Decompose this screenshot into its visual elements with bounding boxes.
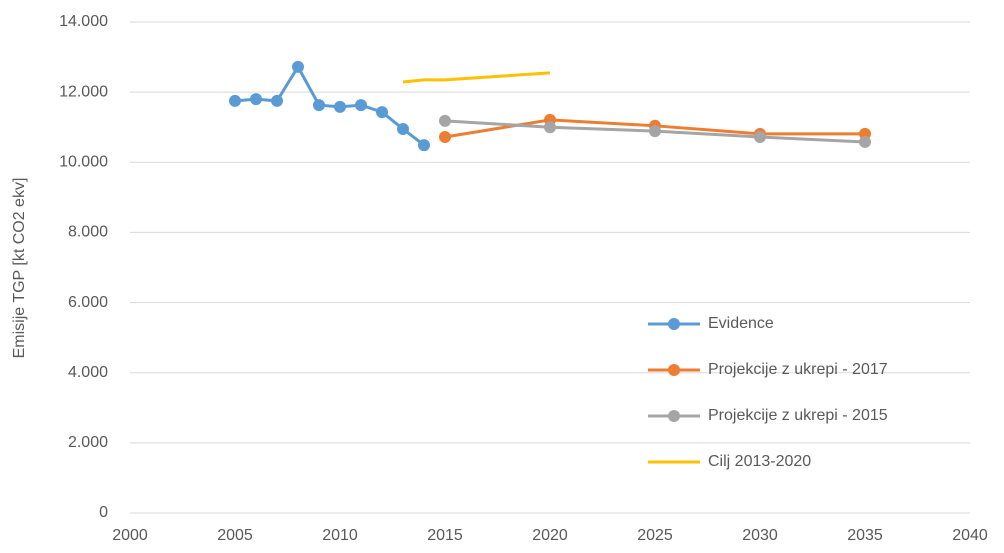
y-tick-label: 4.000 bbox=[68, 364, 108, 381]
x-tick-label: 2015 bbox=[427, 527, 463, 544]
x-tick-label: 2025 bbox=[637, 527, 673, 544]
x-tick-label: 2000 bbox=[112, 527, 148, 544]
y-tick-label: 8.000 bbox=[68, 224, 108, 241]
x-tick-label: 2030 bbox=[742, 527, 778, 544]
y-tick-label: 6.000 bbox=[68, 294, 108, 311]
data-point bbox=[418, 139, 430, 152]
data-point bbox=[334, 100, 346, 113]
y-tick-label: 0 bbox=[99, 504, 108, 521]
data-point bbox=[292, 60, 304, 73]
data-point bbox=[544, 121, 556, 134]
data-point bbox=[439, 131, 451, 144]
x-tick-label: 2005 bbox=[217, 527, 253, 544]
y-tick-label: 12.000 bbox=[59, 83, 108, 100]
data-point bbox=[271, 94, 283, 107]
legend-label: Cilj 2013-2020 bbox=[708, 453, 811, 470]
x-tick-label: 2010 bbox=[322, 527, 358, 544]
legend-label: Evidence bbox=[708, 315, 774, 332]
data-point bbox=[313, 99, 325, 112]
legend-marker bbox=[668, 364, 680, 376]
y-tick-label: 2.000 bbox=[68, 434, 108, 451]
x-tick-label: 2040 bbox=[952, 527, 988, 544]
data-point bbox=[229, 94, 241, 107]
data-point bbox=[376, 106, 388, 119]
y-axis-label: Emisije TGP [kt CO2 ekv] bbox=[11, 178, 28, 359]
data-point bbox=[397, 122, 409, 135]
x-tick-label: 2035 bbox=[847, 527, 883, 544]
y-tick-label: 14.000 bbox=[59, 13, 108, 30]
legend-marker bbox=[668, 410, 680, 422]
x-tick-label: 2020 bbox=[532, 527, 568, 544]
data-point bbox=[250, 93, 262, 106]
data-point bbox=[754, 131, 766, 144]
legend-marker bbox=[668, 318, 680, 330]
legend-label: Projekcije z ukrepi - 2015 bbox=[708, 407, 888, 424]
data-point bbox=[859, 135, 871, 148]
series-line bbox=[402, 71, 551, 84]
data-point bbox=[355, 99, 367, 112]
data-point bbox=[649, 125, 661, 138]
series-line bbox=[234, 63, 425, 147]
legend-label: Projekcije z ukrepi - 2017 bbox=[708, 361, 888, 378]
y-tick-label: 10.000 bbox=[59, 154, 108, 171]
data-point bbox=[439, 114, 451, 127]
